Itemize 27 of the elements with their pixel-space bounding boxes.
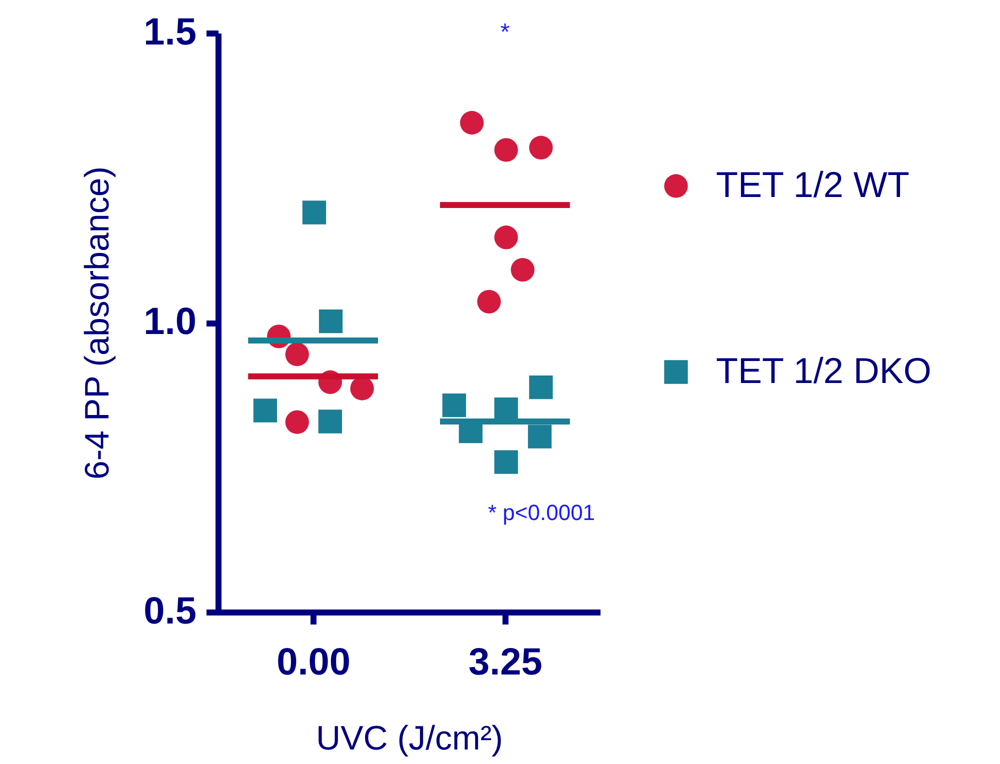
point <box>253 398 278 422</box>
annotation: * p<0.0001 <box>488 500 596 525</box>
annotation: * <box>500 19 510 46</box>
y-axis-title: 6-4 PP (absorbance) <box>78 166 117 480</box>
point <box>285 410 309 434</box>
point <box>477 290 501 314</box>
point <box>528 424 552 448</box>
point <box>529 376 553 400</box>
legend-label: TET 1/2 DKO <box>716 350 932 391</box>
x-tick-label: 0.00 <box>276 642 351 684</box>
point <box>494 138 518 162</box>
y-tick-label: 1.5 <box>144 12 196 54</box>
point <box>318 410 342 434</box>
point <box>460 110 484 135</box>
point <box>494 450 518 474</box>
point <box>442 393 466 418</box>
legend-label: TET 1/2 WT <box>716 164 910 205</box>
point <box>285 342 309 366</box>
x-axis-title: UVC (J/cm²) <box>316 720 503 758</box>
point <box>510 258 534 282</box>
x-tick-label: 3.25 <box>468 642 542 684</box>
point <box>302 200 326 224</box>
y-tick-label: 1.0 <box>144 301 196 343</box>
point <box>318 310 343 334</box>
y-tick-label: 0.5 <box>144 590 196 632</box>
point <box>529 136 553 160</box>
point <box>494 226 518 250</box>
